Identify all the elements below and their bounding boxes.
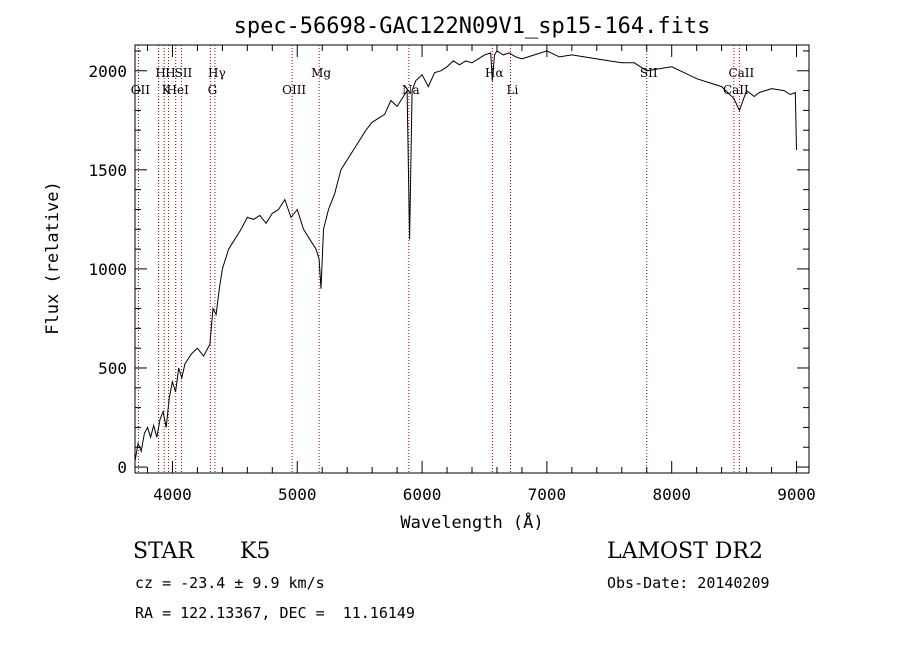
line-label: H (155, 66, 165, 80)
line-label: Hα (485, 66, 504, 80)
plot-frame (134, 44, 810, 474)
x-tick-label: 8000 (652, 485, 691, 504)
object-subclass: K5 (240, 539, 271, 564)
line-label: K (162, 83, 172, 97)
y-axis-ticks: 0 500 1000 1500 2000 (88, 50, 809, 477)
x-tick-label: 9000 (777, 485, 816, 504)
line-label: Na (402, 83, 420, 97)
x-tick-label: 5000 (278, 485, 317, 504)
line-label: Li (507, 83, 519, 97)
y-tick-label: 1500 (88, 161, 127, 180)
line-label: H (165, 66, 175, 80)
chart-title: spec-56698-GAC122N09V1_sp15-164.fits (234, 14, 711, 39)
line-label: CaII (723, 83, 749, 97)
survey-name: LAMOST DR2 (607, 539, 763, 564)
line-label: OII (131, 83, 151, 97)
x-tick-label: 6000 (403, 485, 442, 504)
y-tick-label: 2000 (88, 62, 127, 81)
x-tick-label: 7000 (528, 485, 567, 504)
coordinates-text: RA = 122.13367, DEC = 11.16149 (135, 604, 415, 622)
y-tick-label: 500 (98, 359, 127, 378)
y-tick-label: 0 (117, 458, 127, 477)
observation-date: Obs-Date: 20140209 (607, 574, 770, 592)
line-label: SII (175, 66, 193, 80)
y-tick-label: 1000 (88, 260, 127, 279)
line-label: HeI (167, 83, 190, 97)
x-axis-ticks: 4000 5000 6000 7000 8000 9000 (146, 45, 816, 504)
redshift-text: cz = -23.4 ± 9.9 km/s (135, 574, 325, 592)
line-label: Hγ (208, 66, 226, 80)
y-axis-label: Flux (relative) (43, 181, 63, 335)
line-label: OIII (282, 83, 306, 97)
x-tick-label: 4000 (153, 485, 192, 504)
object-type: STAR (133, 539, 194, 564)
line-label: CaII (728, 66, 754, 80)
line-label: Mg (311, 66, 331, 80)
spectral-line-markers (137, 45, 740, 473)
line-label: G (208, 83, 218, 97)
spectrum-line (134, 50, 797, 462)
x-axis-label: Wavelength (Å) (400, 511, 543, 533)
